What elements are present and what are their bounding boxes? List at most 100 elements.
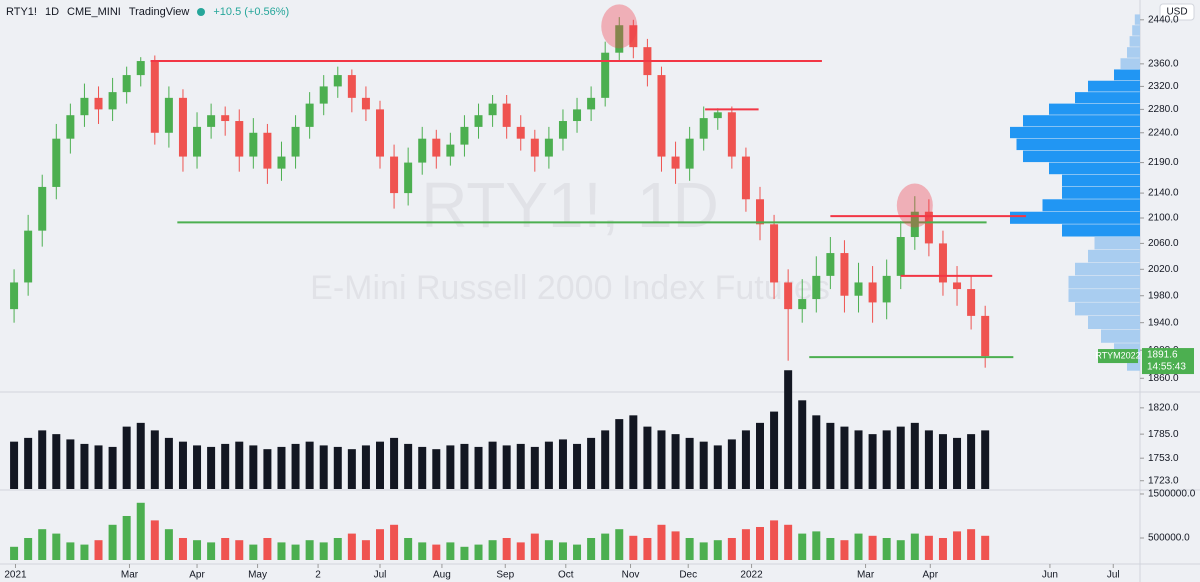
currency-label[interactable]: USD — [1166, 7, 1187, 18]
volume-bar — [193, 540, 202, 560]
volume-bar — [910, 422, 919, 489]
x-tick-label: Mar — [857, 570, 875, 581]
volume-profile-bar — [1068, 275, 1140, 289]
candle-body — [446, 144, 455, 157]
y-tick-label: 1980.0 — [1148, 290, 1179, 301]
candle-body — [741, 156, 750, 200]
volume-bar — [347, 449, 356, 489]
volume-bar — [741, 430, 750, 489]
candle-body — [953, 282, 962, 290]
volume-bar — [756, 526, 764, 560]
volume-bar — [122, 426, 131, 489]
y-tick-label: 2280.0 — [1148, 104, 1179, 115]
candle-body — [981, 315, 990, 357]
volume-bar — [418, 446, 427, 489]
x-tick-label: Sep — [496, 570, 514, 581]
volume-bar — [193, 445, 202, 489]
candle-body — [601, 52, 610, 98]
currency-button[interactable] — [1159, 3, 1195, 21]
volume-profile-bar — [1094, 237, 1140, 250]
volume-bar — [376, 441, 384, 489]
volume-bar — [361, 445, 370, 489]
y-tick-label: 1860.0 — [1148, 373, 1179, 384]
change: +10.5 (+0.56%) — [213, 6, 290, 18]
volume-bar — [685, 437, 694, 489]
volume-bar — [94, 540, 103, 560]
volume-profile-bar — [1075, 92, 1140, 104]
volume-bar — [178, 537, 187, 560]
volume-profile-bar — [1088, 80, 1140, 92]
pane-y-tick-label: 1820.0 — [1148, 402, 1179, 413]
volume-bar — [981, 430, 990, 489]
candle-body — [122, 75, 131, 93]
y-tick-label: 2320.0 — [1148, 81, 1179, 92]
volume-profile-bar — [1049, 162, 1140, 175]
volume-bar — [376, 529, 384, 560]
candle-body — [80, 97, 89, 116]
pane-y-tick-label: 1753.0 — [1148, 453, 1179, 464]
volume-bar — [573, 544, 582, 560]
volume-bar — [333, 446, 342, 489]
x-tick-label: 2 — [315, 570, 321, 581]
candle-body — [558, 121, 567, 139]
interval[interactable]: 1D — [44, 6, 60, 18]
volume-profile-bar — [1062, 174, 1140, 187]
price-tag — [1142, 348, 1194, 375]
candle-body — [277, 156, 286, 169]
volume-profile-bar — [1010, 211, 1140, 224]
volume-bar — [643, 426, 652, 489]
volume-profile-bar — [1101, 329, 1140, 343]
candle-body — [615, 25, 624, 53]
candle-body — [713, 112, 722, 119]
volume-bar — [108, 446, 117, 489]
watermark-subtitle: E-Mini Russell 2000 Index Futures — [310, 269, 830, 307]
volume-bar — [727, 537, 736, 560]
candle-body — [924, 211, 933, 244]
volume-bar — [587, 437, 596, 489]
volume-bar — [615, 529, 624, 560]
volume-bar — [52, 434, 61, 489]
candle-body — [896, 237, 905, 276]
y-tick-label: 2360.0 — [1148, 58, 1179, 69]
source: TradingView — [128, 6, 190, 18]
volume-bar — [882, 537, 891, 560]
volume-bar — [713, 445, 722, 489]
volume-bar — [953, 437, 962, 489]
candle-body — [108, 92, 117, 110]
candle-body — [756, 199, 764, 225]
volume-bar — [826, 422, 835, 489]
volume-bar — [446, 542, 455, 560]
candle-body — [319, 86, 328, 104]
volume-profile-bar — [1062, 186, 1140, 199]
volume-bar — [432, 449, 441, 489]
volume-bar — [502, 537, 511, 560]
volume-bar — [896, 426, 905, 489]
volume-bar — [558, 439, 567, 489]
watermark-title: RTY1!, 1D — [421, 169, 719, 241]
candle-body — [488, 103, 497, 116]
volume-profile-bar — [1068, 289, 1140, 302]
y-tick-label: 1940.0 — [1148, 317, 1179, 328]
volume-bar — [671, 531, 680, 560]
candle-body — [544, 138, 553, 157]
x-tick-label: Jun — [1042, 570, 1058, 581]
x-tick-label: Mar — [121, 570, 139, 581]
symbol[interactable]: RTY1! — [6, 6, 37, 18]
candle-body — [263, 132, 272, 169]
candle-body — [798, 299, 807, 310]
candle-body — [221, 115, 230, 122]
candle-body — [432, 138, 441, 157]
volume-profile-bar — [1134, 14, 1140, 25]
volume-bar — [66, 542, 75, 560]
candle-body — [404, 162, 413, 194]
x-tick-label: Oct — [558, 570, 574, 581]
candle-body — [333, 75, 342, 87]
volume-bar — [178, 441, 187, 489]
volume-bar — [390, 524, 399, 560]
volume-bar — [544, 441, 553, 489]
volume-profile-bar — [1075, 262, 1140, 276]
volume-bar — [699, 441, 708, 489]
volume-bar — [94, 445, 103, 489]
pane-y-tick-label: 500000.0 — [1148, 533, 1190, 544]
